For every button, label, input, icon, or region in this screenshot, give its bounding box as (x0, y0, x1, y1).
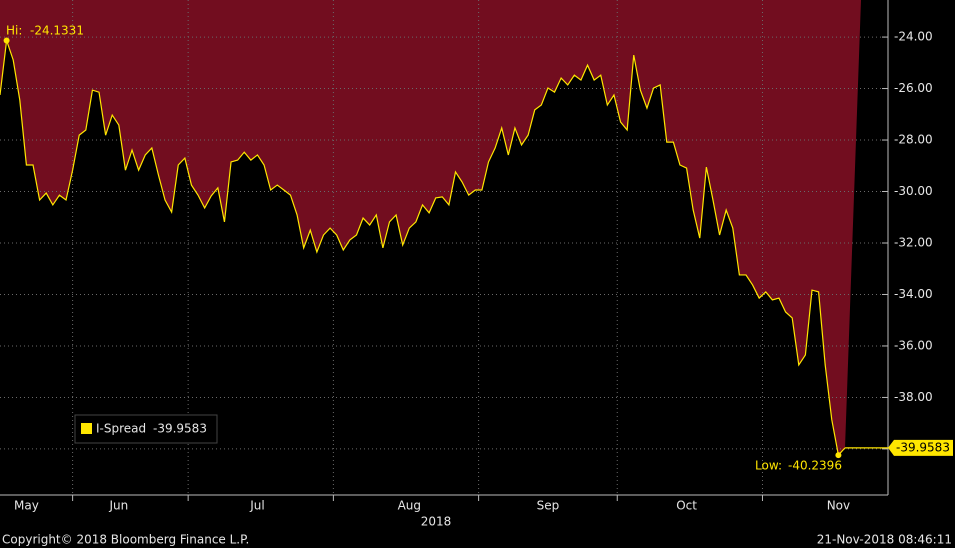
x-axis-label: 2018 (421, 515, 452, 529)
x-tick-label: Jun (108, 499, 128, 513)
x-tick-label: May (14, 499, 39, 513)
y-tick-label: -28.00 (894, 133, 933, 147)
x-tick-label: Nov (827, 499, 850, 513)
footer-left: Copyright© 2018 Bloomberg Finance L.P. (2, 533, 249, 547)
last-value-label: -39.9583 (896, 440, 950, 454)
y-tick-label: -30.00 (894, 184, 933, 198)
x-tick-label: Jul (249, 499, 264, 513)
y-tick-label: -38.00 (894, 390, 933, 404)
y-tick-label: -36.00 (894, 338, 933, 352)
low-value: -40.2396 (788, 459, 842, 473)
x-tick-label: Aug (398, 499, 421, 513)
area-fill (0, 0, 861, 456)
last-value-tag (888, 439, 953, 456)
series-line (0, 40, 846, 457)
hi-value: -24.1331 (30, 24, 84, 38)
hi-label: Hi: (6, 24, 22, 38)
hi-marker (3, 37, 10, 44)
x-tick-label: Sep (537, 499, 560, 513)
legend-value: -39.9583 (153, 422, 207, 436)
plot-area (0, 0, 888, 495)
footer-right: 21-Nov-2018 08:46:11 (817, 533, 952, 547)
y-tick-label: -32.00 (894, 235, 933, 249)
legend-label: I-Spread (96, 422, 146, 436)
low-label: Low: (755, 459, 782, 473)
y-tick-label: -24.00 (894, 30, 933, 44)
low-marker (835, 452, 842, 459)
y-tick-label: -26.00 (894, 81, 933, 95)
x-tick-label: Oct (676, 499, 697, 513)
y-tick-label: -34.00 (894, 287, 933, 301)
legend (74, 414, 218, 444)
legend-swatch (81, 423, 92, 434)
